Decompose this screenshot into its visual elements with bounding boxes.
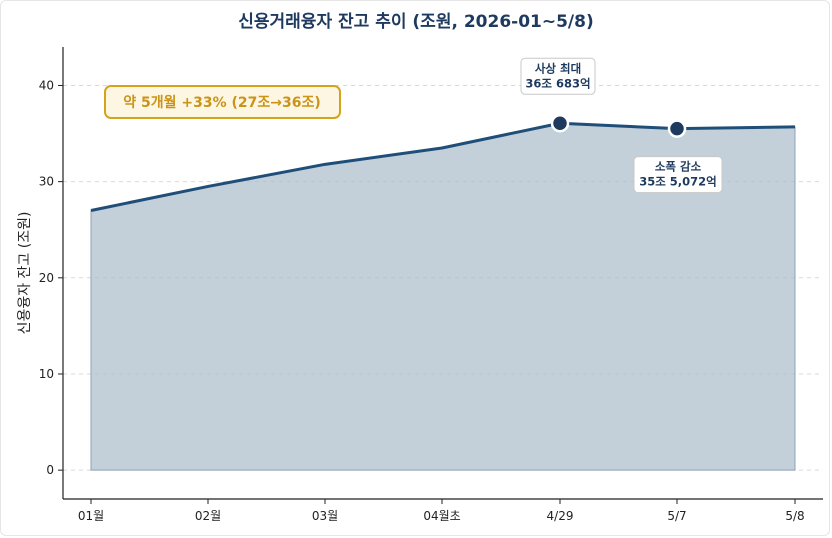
marker-annotation-box [633, 156, 723, 194]
x-tick-label: 5/7 [667, 509, 686, 523]
highlight-text: 약 5개월 +33% (27조→36조) [123, 94, 321, 111]
marker-annotation-box [520, 57, 596, 95]
y-tick-label: 30 [39, 175, 54, 189]
x-tick-label: 02월 [195, 509, 221, 523]
x-tick-label: 4/29 [547, 509, 574, 523]
marker-annotation-line2: 35조 5,072억 [639, 175, 717, 189]
marker-annotation-line1: 소폭 감소 [655, 160, 702, 174]
x-tick-label: 03월 [312, 509, 338, 523]
highlight-annotation: 약 5개월 +33% (27조→36조) [104, 85, 341, 119]
data-marker [550, 114, 570, 133]
highlight-box-frame [104, 85, 341, 119]
data-marker [667, 119, 687, 138]
x-tick-label: 01월 [78, 509, 104, 523]
marker-annotation-line2: 36조 683억 [525, 76, 590, 90]
marker-annotation-line1: 사상 최대 [535, 61, 581, 75]
y-tick-labels: 0 10 20 30 40 [39, 78, 63, 477]
x-tick-labels: 01월 02월 03월 04월초 4/29 5/7 5/8 [78, 499, 805, 523]
y-tick-label: 10 [39, 367, 54, 381]
axes [62, 47, 823, 500]
y-axis-label: 신용융자 잔고 (조원) [17, 212, 33, 335]
y-tick-label: 40 [39, 78, 54, 92]
y-tick-label: 0 [46, 463, 54, 477]
y-tick-label: 20 [39, 271, 54, 285]
x-tick-label: 5/8 [785, 509, 804, 523]
chart-title: 신용거래융자 잔고 추이 (조원, 2026-01~5/8) [238, 12, 594, 32]
x-tick-label: 04월초 [423, 509, 460, 523]
